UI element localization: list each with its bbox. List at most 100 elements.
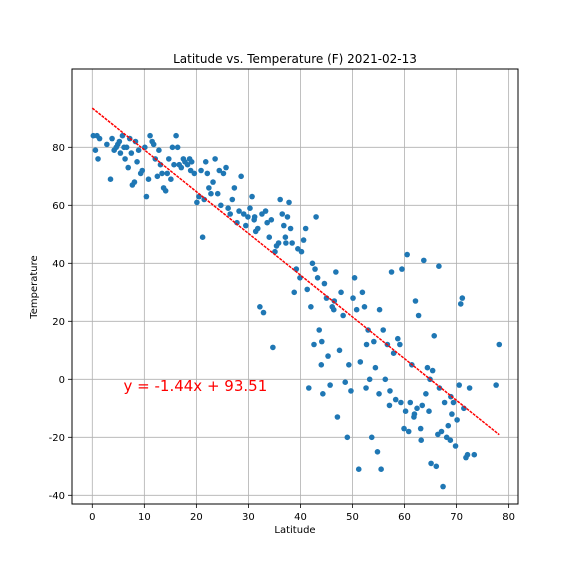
data-point	[107, 176, 114, 182]
data-point	[414, 405, 420, 412]
data-point	[236, 208, 242, 214]
x-tick-label: 0	[89, 512, 95, 523]
data-point	[312, 266, 318, 272]
data-point	[214, 190, 221, 197]
x-tick-label: 40	[294, 512, 307, 523]
data-point	[231, 185, 238, 191]
data-point	[330, 306, 337, 313]
data-point	[382, 376, 389, 383]
data-point	[150, 141, 157, 148]
data-point	[436, 385, 443, 391]
data-point	[202, 159, 209, 165]
data-point	[452, 443, 459, 449]
x-tick-label: 60	[398, 512, 411, 523]
data-point	[188, 159, 195, 165]
data-point	[210, 179, 216, 185]
data-point	[311, 341, 317, 348]
data-point	[171, 161, 177, 168]
data-point	[122, 156, 128, 162]
data-point	[194, 199, 200, 206]
data-point	[234, 219, 240, 226]
data-point	[471, 451, 478, 458]
data-point	[174, 144, 181, 151]
data-point	[275, 240, 282, 246]
data-point	[392, 396, 399, 403]
data-point	[459, 295, 466, 301]
data-point	[314, 275, 321, 281]
data-point	[304, 286, 311, 293]
data-point	[187, 167, 194, 174]
data-point	[264, 219, 270, 226]
data-point	[206, 185, 212, 191]
data-point	[376, 306, 383, 313]
data-point	[417, 425, 424, 432]
data-point	[325, 353, 331, 359]
y-tick-label: 0	[59, 375, 65, 386]
data-point	[496, 341, 503, 348]
data-point	[243, 222, 249, 229]
data-point	[386, 402, 393, 409]
data-point	[199, 234, 206, 240]
data-point	[204, 170, 211, 177]
data-point	[334, 414, 341, 420]
data-point	[198, 167, 204, 174]
data-point	[220, 170, 227, 177]
x-tick-label: 80	[502, 512, 515, 523]
data-point	[318, 362, 325, 368]
data-point	[424, 364, 431, 371]
data-point	[456, 382, 462, 388]
data-point	[262, 208, 269, 214]
data-point	[380, 327, 387, 333]
data-point	[348, 388, 354, 394]
data-point	[454, 417, 460, 423]
data-points	[90, 132, 503, 490]
data-point	[128, 150, 135, 156]
chart-title: Latitude vs. Temperature (F) 2021-02-13	[173, 52, 417, 66]
plot-frame	[71, 68, 519, 505]
data-point	[394, 335, 401, 342]
data-point	[313, 214, 319, 220]
data-point	[212, 156, 218, 162]
data-point	[388, 269, 395, 275]
data-point	[445, 422, 452, 429]
data-point	[415, 312, 422, 319]
data-point	[308, 304, 314, 310]
data-point	[123, 144, 130, 151]
data-point	[178, 164, 185, 171]
data-point	[368, 434, 375, 441]
x-tick-label: 70	[450, 512, 463, 523]
data-point	[254, 225, 261, 232]
x-tick-label: 50	[346, 512, 359, 523]
data-point	[139, 167, 146, 174]
data-point	[305, 385, 312, 391]
data-point	[109, 135, 115, 142]
data-point	[279, 211, 286, 217]
data-point	[401, 425, 407, 432]
data-point	[125, 164, 132, 171]
data-point	[135, 147, 142, 153]
y-tick-label: 60	[52, 201, 65, 212]
data-point	[216, 167, 223, 174]
x-tick-label: 20	[190, 512, 203, 523]
data-point	[132, 138, 139, 145]
y-tick-label: 20	[52, 317, 65, 328]
data-point	[247, 205, 253, 211]
data-point	[321, 280, 328, 287]
data-point	[92, 147, 99, 153]
data-point	[449, 411, 455, 417]
data-point	[419, 402, 426, 409]
data-point	[429, 367, 436, 374]
data-point	[289, 240, 295, 246]
data-point	[366, 376, 373, 383]
data-point	[336, 347, 343, 354]
data-point	[351, 275, 358, 281]
data-point	[431, 333, 438, 339]
data-point	[208, 190, 214, 197]
data-point	[376, 391, 382, 397]
data-point	[143, 193, 150, 200]
data-point	[164, 170, 171, 177]
data-point	[298, 248, 305, 255]
axis-ticks: 0 10 20 30 40 50 60 70 80 -40 -20 0 20 40 60 80	[49, 143, 515, 523]
regression-line-group	[91, 107, 500, 436]
